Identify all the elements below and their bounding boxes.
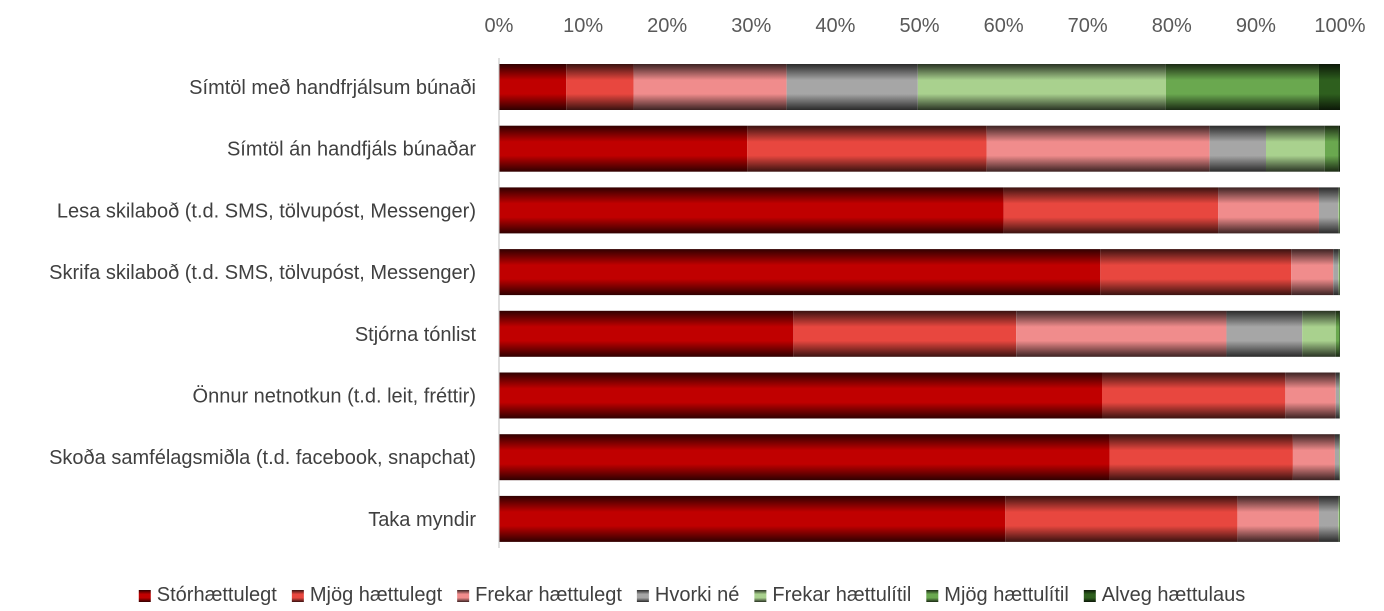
legend-item: Mjög hættulítil — [926, 584, 1069, 606]
bar-segment — [1291, 249, 1334, 296]
legend-label: Hvorki né — [655, 584, 739, 606]
legend-item: Alveg hættulaus — [1083, 584, 1245, 606]
x-tick-label: 100% — [1314, 15, 1365, 37]
category-label: Símtöl með handfrjálsum búnaði — [189, 77, 476, 99]
bar-segment — [1005, 495, 1238, 542]
bar-segment — [499, 64, 567, 110]
category-label: Skrifa skilaboð (t.d. SMS, tölvupóst, Me… — [49, 262, 476, 284]
bar-segment — [499, 310, 794, 357]
bar-segment — [1338, 125, 1340, 172]
x-tick-label: 80% — [1152, 15, 1192, 37]
legend-label: Mjög hættulítil — [944, 584, 1069, 606]
bar-segment — [1100, 249, 1292, 296]
category-label: Önnur netnotkun (t.d. leit, fréttir) — [193, 386, 476, 408]
category-label: Símtöl án handfjáls búnaðar — [227, 139, 476, 161]
bar-segment — [1338, 249, 1340, 296]
bar-segment — [1334, 434, 1340, 481]
bar-segment — [1226, 310, 1303, 357]
bar-segment — [1338, 187, 1340, 234]
bars — [499, 64, 1340, 542]
legend-swatch — [457, 590, 470, 602]
category-label: Taka myndir — [368, 509, 476, 531]
bar-segment — [1318, 64, 1340, 110]
legend-swatch — [1083, 590, 1096, 602]
legend: Stórhættulegt Mjög hættulegt Frekar hættul… — [138, 584, 1245, 606]
bar-segment — [786, 64, 918, 110]
x-tick-label: 20% — [647, 15, 687, 37]
bar-segment — [1324, 125, 1339, 172]
legend-swatch — [754, 590, 767, 602]
bar-segment — [499, 187, 1004, 234]
category-label: Lesa skilaboð (t.d. SMS, tölvupóst, Mess… — [57, 200, 476, 222]
category-label: Stjórna tónlist — [355, 324, 477, 346]
legend-item: Hvorki né — [636, 584, 739, 606]
x-tick-label: 90% — [1236, 15, 1276, 37]
bar-segment — [1335, 310, 1340, 357]
bar-segment — [1335, 372, 1340, 419]
x-tick-label: 40% — [815, 15, 855, 37]
bar-segment — [499, 434, 1110, 481]
x-axis-ticks: 0% 10% 20% 30% 40% 50% 60% 70% 80% 90% 100% — [485, 15, 1366, 37]
bar-segment — [1292, 434, 1335, 481]
bar-segment — [499, 125, 748, 172]
bar-segment — [633, 64, 787, 110]
legend-swatch — [138, 590, 151, 602]
bar-segment — [1101, 372, 1286, 419]
x-tick-label: 70% — [1068, 15, 1108, 37]
bar-segment — [1338, 495, 1340, 542]
legend-item: Mjög hættulegt — [291, 584, 443, 606]
legend-item: Frekar hættulegt — [457, 584, 622, 606]
bar-segment — [793, 310, 1017, 357]
legend-label: Stórhættulegt — [157, 584, 278, 606]
legend-label: Frekar hættulítil — [772, 584, 911, 606]
category-labels: Símtöl með handfrjálsum búnaði Símtöl án … — [49, 77, 476, 531]
bar-segment — [1265, 125, 1325, 172]
legend-item: Stórhættulegt — [138, 584, 278, 606]
legend-swatch — [291, 590, 304, 602]
bar-segment — [1237, 495, 1319, 542]
bar-segment — [986, 125, 1210, 172]
bar-segment — [499, 249, 1101, 296]
category-label: Skoða samfélagsmiðla (t.d. facebook, sna… — [49, 447, 476, 469]
bar-segment — [1165, 64, 1319, 110]
bar-segment — [566, 64, 634, 110]
bar-segment — [1209, 125, 1266, 172]
bar-segment — [1318, 495, 1339, 542]
bar-segment — [1109, 434, 1293, 481]
legend-label: Alveg hættulaus — [1102, 584, 1245, 606]
x-tick-label: 60% — [984, 15, 1024, 37]
legend-label: Mjög hættulegt — [310, 584, 443, 606]
legend-swatch — [926, 590, 939, 602]
x-tick-label: 10% — [563, 15, 603, 37]
bar-segment — [917, 64, 1166, 110]
x-tick-label: 0% — [485, 15, 514, 37]
bar-segment — [1218, 187, 1319, 234]
legend-swatch — [636, 590, 649, 602]
bar-segment — [1302, 310, 1336, 357]
legend-item: Frekar hættulítil — [754, 584, 911, 606]
bar-segment — [1016, 310, 1227, 357]
bar-segment — [499, 372, 1102, 419]
bar-segment — [1285, 372, 1336, 419]
legend-label: Frekar hættulegt — [475, 584, 622, 606]
bar-segment — [1318, 187, 1339, 234]
bar-segment — [499, 495, 1006, 542]
bar-segment — [1333, 249, 1339, 296]
x-tick-label: 30% — [731, 15, 771, 37]
bar-segment — [1339, 310, 1340, 357]
bar-segment — [747, 125, 987, 172]
x-tick-label: 50% — [899, 15, 939, 37]
bar-segment — [1003, 187, 1219, 234]
